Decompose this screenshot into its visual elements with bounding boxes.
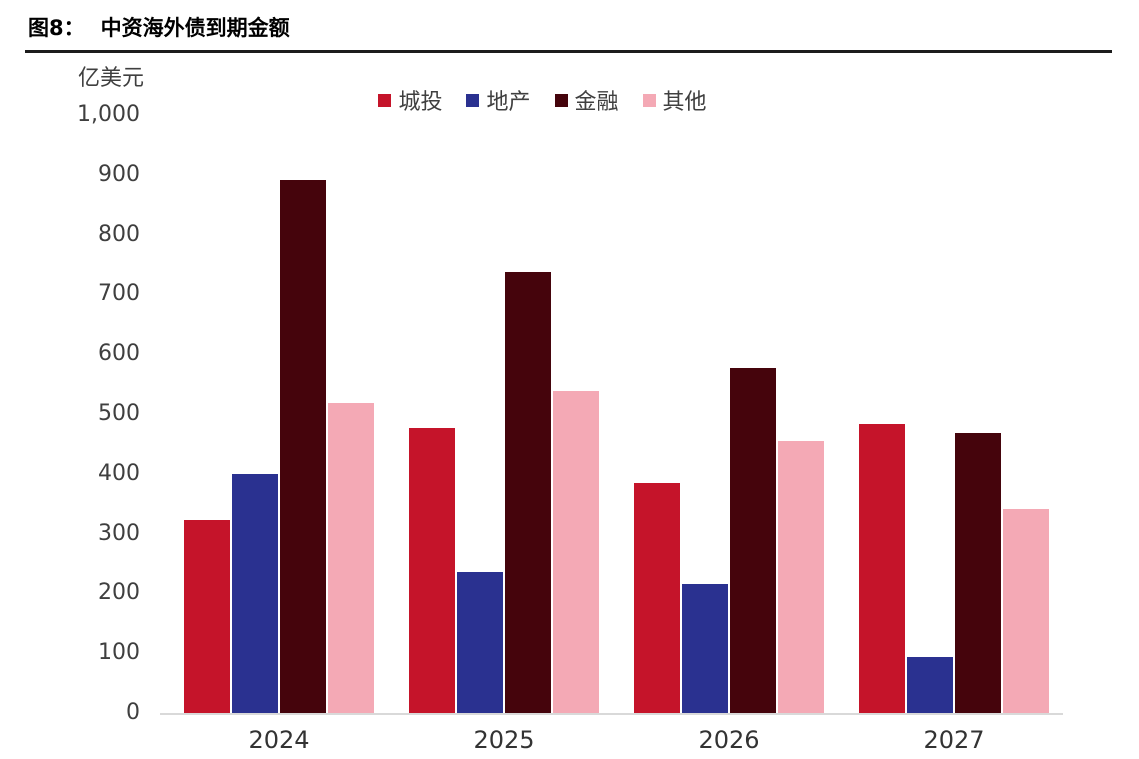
figure-label: 图8： — [28, 16, 85, 40]
y-tick-label: 200 — [98, 580, 140, 606]
y-tick-label: 900 — [98, 161, 140, 187]
bar-地产-2026 — [682, 583, 728, 713]
x-tick-label-2027: 2027 — [923, 726, 985, 754]
legend-label: 其他 — [662, 90, 707, 115]
chart-plot-area — [160, 115, 1063, 715]
chart-legend: 城投 地产 金融 其他 — [0, 84, 1112, 116]
bar-其他-2027 — [1003, 509, 1049, 713]
x-tick-label-2024: 2024 — [248, 726, 310, 754]
y-tick-label: 600 — [98, 341, 140, 367]
bar-城投-2027 — [859, 424, 905, 713]
legend-swatch-icon — [378, 93, 392, 107]
bar-group-2027 — [859, 115, 1049, 713]
legend-item-3: 其他 — [642, 84, 707, 116]
legend-swatch-icon — [554, 93, 568, 107]
bar-groups — [160, 115, 1063, 713]
y-tick-label: 400 — [98, 460, 140, 486]
bar-城投-2026 — [634, 483, 680, 713]
bar-其他-2024 — [328, 403, 374, 713]
bar-金融-2025 — [505, 271, 551, 713]
x-tick-label-2025: 2025 — [473, 726, 535, 754]
legend-item-1: 地产 — [466, 84, 531, 116]
y-tick-label: 0 — [126, 700, 140, 725]
y-tick-label: 300 — [98, 520, 140, 546]
bar-地产-2024 — [232, 473, 278, 713]
bar-城投-2025 — [409, 427, 455, 713]
bar-城投-2024 — [184, 520, 230, 713]
bar-group-2025 — [409, 115, 599, 713]
legend-item-0: 城投 — [378, 84, 442, 116]
bar-金融-2027 — [955, 432, 1001, 713]
y-axis-unit-label: 亿美元 — [78, 66, 145, 91]
legend-label: 城投 — [398, 90, 443, 115]
legend-item-2: 金融 — [554, 84, 619, 116]
bar-金融-2024 — [280, 179, 326, 713]
legend-swatch-icon — [642, 93, 656, 107]
y-tick-label: 100 — [98, 640, 140, 666]
figure-header: 图8： 中资海外债到期金额 — [28, 12, 290, 42]
header-divider — [25, 50, 1112, 53]
y-tick-label: 500 — [98, 401, 140, 426]
legend-label: 地产 — [486, 90, 531, 115]
y-tick-label: 1,000 — [77, 102, 140, 127]
bar-其他-2025 — [553, 391, 599, 713]
bar-其他-2026 — [778, 440, 824, 713]
y-tick-label: 800 — [98, 221, 140, 247]
y-tick-label: 700 — [98, 281, 140, 307]
bar-地产-2027 — [907, 656, 953, 713]
legend-swatch-icon — [466, 93, 480, 107]
x-tick-label-2026: 2026 — [698, 726, 760, 754]
bar-group-2026 — [634, 115, 824, 713]
legend-label: 金融 — [574, 90, 619, 115]
bar-金融-2026 — [730, 367, 776, 713]
bar-地产-2025 — [457, 571, 503, 713]
bar-group-2024 — [184, 115, 374, 713]
x-axis-tick-labels: 2024 2025 2026 2027 — [160, 726, 1063, 754]
figure-title: 中资海外债到期金额 — [100, 16, 290, 40]
